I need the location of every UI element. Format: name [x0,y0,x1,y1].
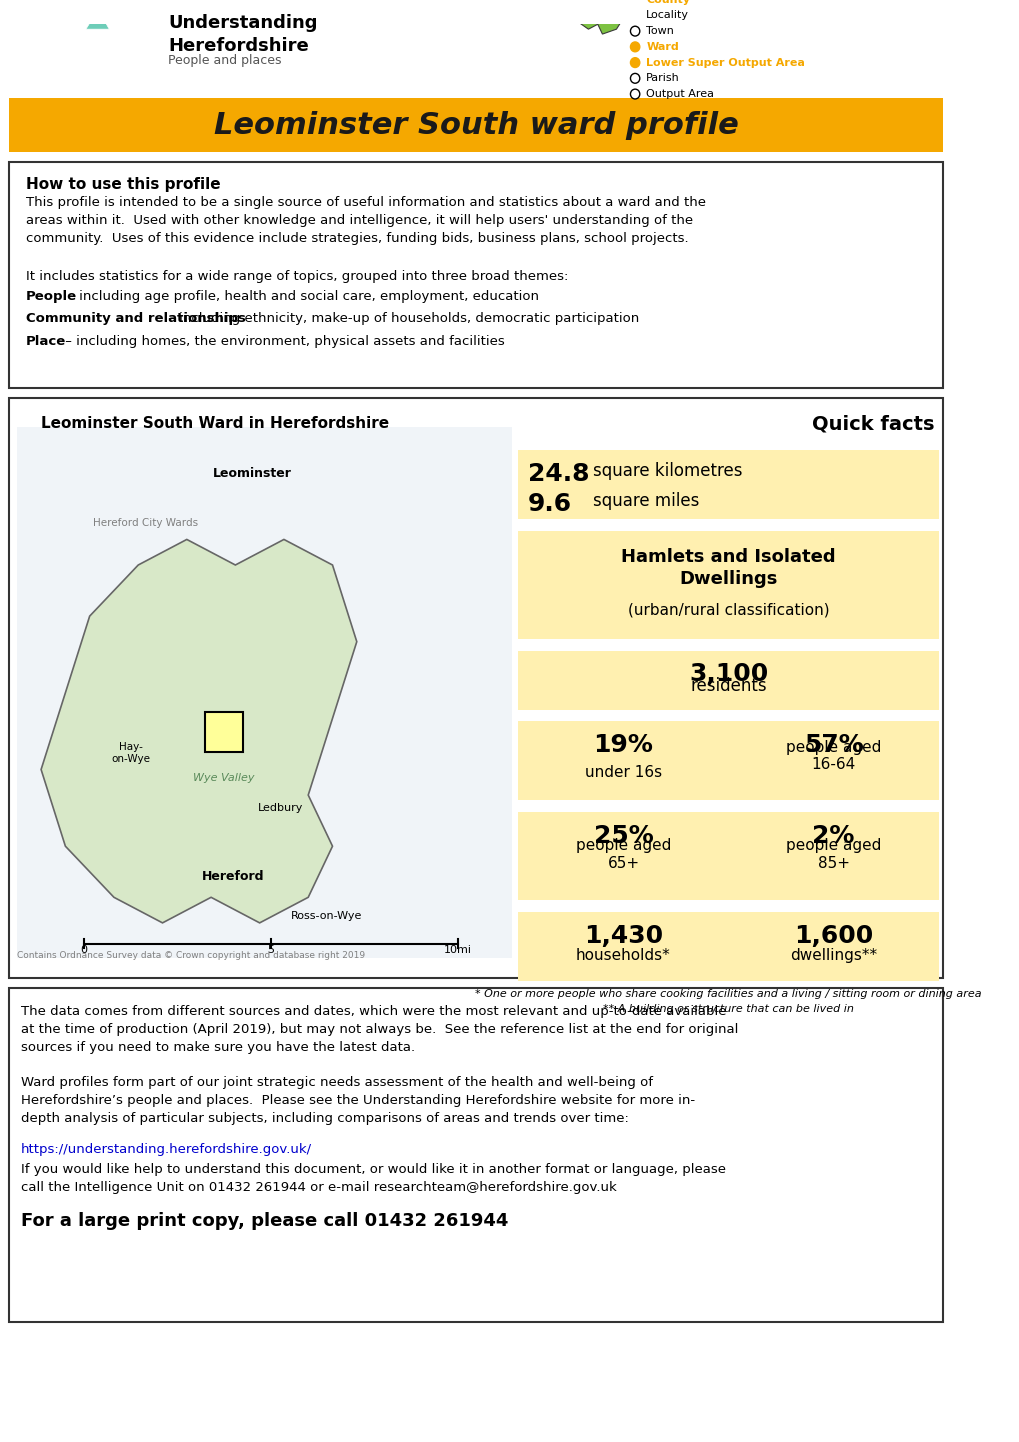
Text: people aged
16-64: people aged 16-64 [786,740,880,773]
FancyBboxPatch shape [518,650,937,709]
Circle shape [630,89,639,99]
Text: Understanding
Herefordshire: Understanding Herefordshire [168,14,317,55]
Text: (urban/rural classification): (urban/rural classification) [627,603,828,617]
Text: 1,600: 1,600 [793,924,872,947]
Text: If you would like help to understand this document, or would like it in another : If you would like help to understand thi… [20,1162,725,1194]
Circle shape [630,42,639,52]
Text: – including ethnicity, make-up of households, democratic participation: – including ethnicity, make-up of househ… [164,313,639,326]
Text: Leominster: Leominster [213,467,291,480]
Text: – including homes, the environment, physical assets and facilities: – including homes, the environment, phys… [61,335,504,348]
Text: County: County [646,0,690,4]
FancyBboxPatch shape [9,988,943,1322]
Text: * One or more people who share cooking facilities and a living / sitting room or: * One or more people who share cooking f… [475,989,981,999]
Polygon shape [205,712,243,751]
Text: Town: Town [646,26,674,36]
Text: 57%: 57% [803,733,863,757]
Text: https://understanding.herefordshire.gov.uk/: https://understanding.herefordshire.gov.… [20,1144,312,1156]
Text: Leominster South Ward in Herefordshire: Leominster South Ward in Herefordshire [41,415,388,431]
Text: 3,100: 3,100 [688,662,767,686]
Text: square miles: square miles [592,492,699,510]
Text: people aged
85+: people aged 85+ [786,838,880,871]
Text: For a large print copy, please call 01432 261944: For a large print copy, please call 0143… [20,1211,507,1230]
Text: Ward profiles form part of our joint strategic needs assessment of the health an: Ward profiles form part of our joint str… [20,1076,694,1125]
FancyBboxPatch shape [518,911,937,981]
Text: 10mi: 10mi [443,946,471,956]
Polygon shape [86,10,109,29]
Text: 9.6: 9.6 [527,492,572,516]
FancyBboxPatch shape [16,427,512,959]
Text: The data comes from different sources and dates, which were the most relevant an: The data comes from different sources an… [20,1005,737,1054]
Circle shape [630,26,639,36]
Text: ** A building or structure that can be lived in: ** A building or structure that can be l… [602,1005,853,1015]
Polygon shape [559,0,626,35]
Text: households*: households* [576,949,671,963]
Text: This profile is intended to be a single source of useful information and statist: This profile is intended to be a single … [26,196,705,245]
Text: Place: Place [26,335,66,348]
Text: Ward: Ward [646,42,679,52]
Text: square kilometres: square kilometres [592,461,742,480]
Text: people aged
65+: people aged 65+ [575,838,671,871]
FancyBboxPatch shape [518,531,937,639]
Text: Wye Valley: Wye Valley [194,773,255,783]
Text: Community and relationships: Community and relationships [26,313,246,326]
Text: Parish: Parish [646,74,680,84]
Circle shape [630,0,639,4]
Text: Quick facts: Quick facts [811,414,933,434]
Text: 0: 0 [81,946,88,956]
Polygon shape [74,0,98,10]
Polygon shape [98,0,121,10]
Text: Contains Ordnance Survey data © Crown copyright and database right 2019: Contains Ordnance Survey data © Crown co… [16,952,365,960]
Text: 25%: 25% [593,823,653,848]
Text: People and places: People and places [168,53,281,66]
Text: Leominster South ward profile: Leominster South ward profile [214,111,738,140]
Text: Hay-
on-Wye: Hay- on-Wye [111,743,150,764]
FancyBboxPatch shape [9,162,943,388]
Text: It includes statistics for a wide range of topics, grouped into three broad them: It includes statistics for a wide range … [26,270,568,283]
Polygon shape [98,0,121,10]
Text: Hamlets and Isolated
Dwellings: Hamlets and Isolated Dwellings [621,548,835,588]
Text: How to use this profile: How to use this profile [26,176,220,192]
Text: People: People [26,290,77,303]
Text: Ledbury: Ledbury [257,803,303,813]
Text: 24.8: 24.8 [527,461,589,486]
Text: 2%: 2% [811,823,854,848]
FancyBboxPatch shape [9,98,943,151]
Text: dwellings**: dwellings** [790,949,876,963]
Circle shape [630,74,639,84]
Text: under 16s: under 16s [584,766,661,780]
Text: Output Area: Output Area [646,89,713,99]
FancyBboxPatch shape [518,812,937,900]
Text: Hereford City Wards: Hereford City Wards [94,518,199,528]
Polygon shape [74,0,98,10]
Text: residents: residents [690,676,766,695]
Text: Hereford: Hereford [202,870,265,883]
FancyBboxPatch shape [518,721,937,800]
Polygon shape [41,539,357,923]
Circle shape [630,10,639,20]
Text: Lower Super Output Area: Lower Super Output Area [646,58,804,68]
Text: 19%: 19% [593,733,653,757]
Text: 1,430: 1,430 [583,924,662,947]
Text: Ross-on-Wye: Ross-on-Wye [291,911,362,921]
Text: Locality: Locality [646,10,689,20]
Text: 5: 5 [267,946,274,956]
Text: – including age profile, health and social care, employment, education: – including age profile, health and soci… [63,290,538,303]
FancyBboxPatch shape [9,398,943,978]
FancyBboxPatch shape [518,450,937,519]
Circle shape [630,58,639,68]
